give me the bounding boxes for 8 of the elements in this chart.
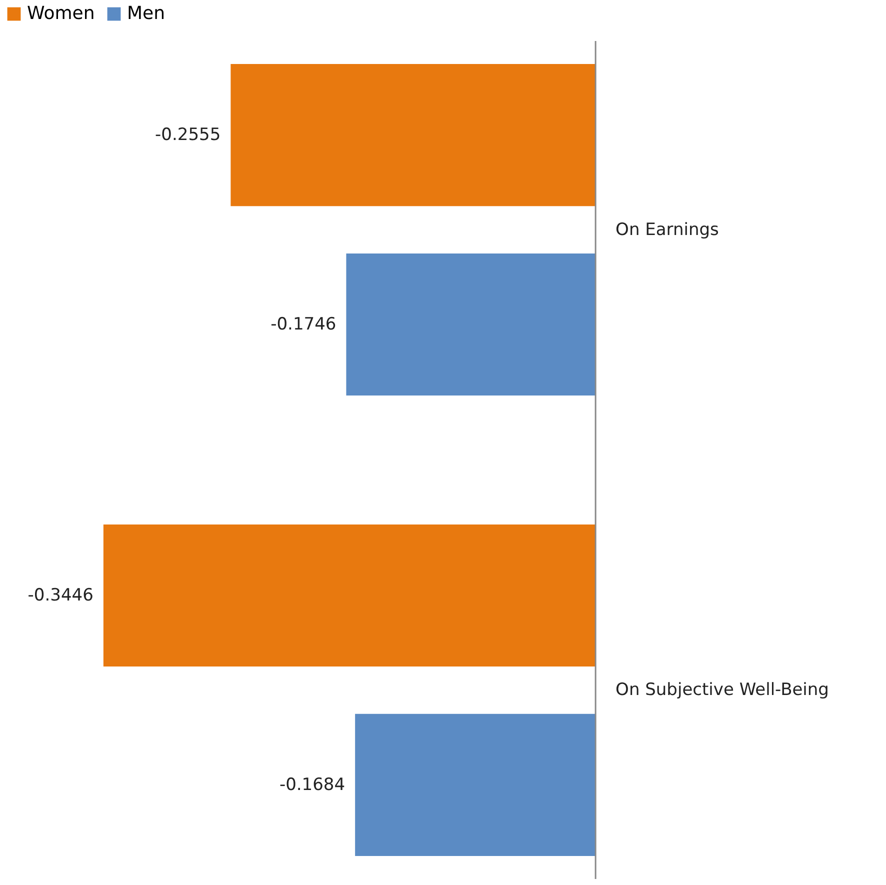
legend-label: Men xyxy=(127,3,166,24)
data-label: -0.1746 xyxy=(270,314,336,334)
data-label: -0.2555 xyxy=(155,125,221,146)
y-tick-label: On Earnings xyxy=(616,220,720,240)
data-label: -0.3446 xyxy=(28,586,94,606)
legend-label: Women xyxy=(27,3,95,24)
y-tick-label: On Subjective Well-Being xyxy=(616,680,829,700)
data-label: -0.1684 xyxy=(279,774,346,795)
